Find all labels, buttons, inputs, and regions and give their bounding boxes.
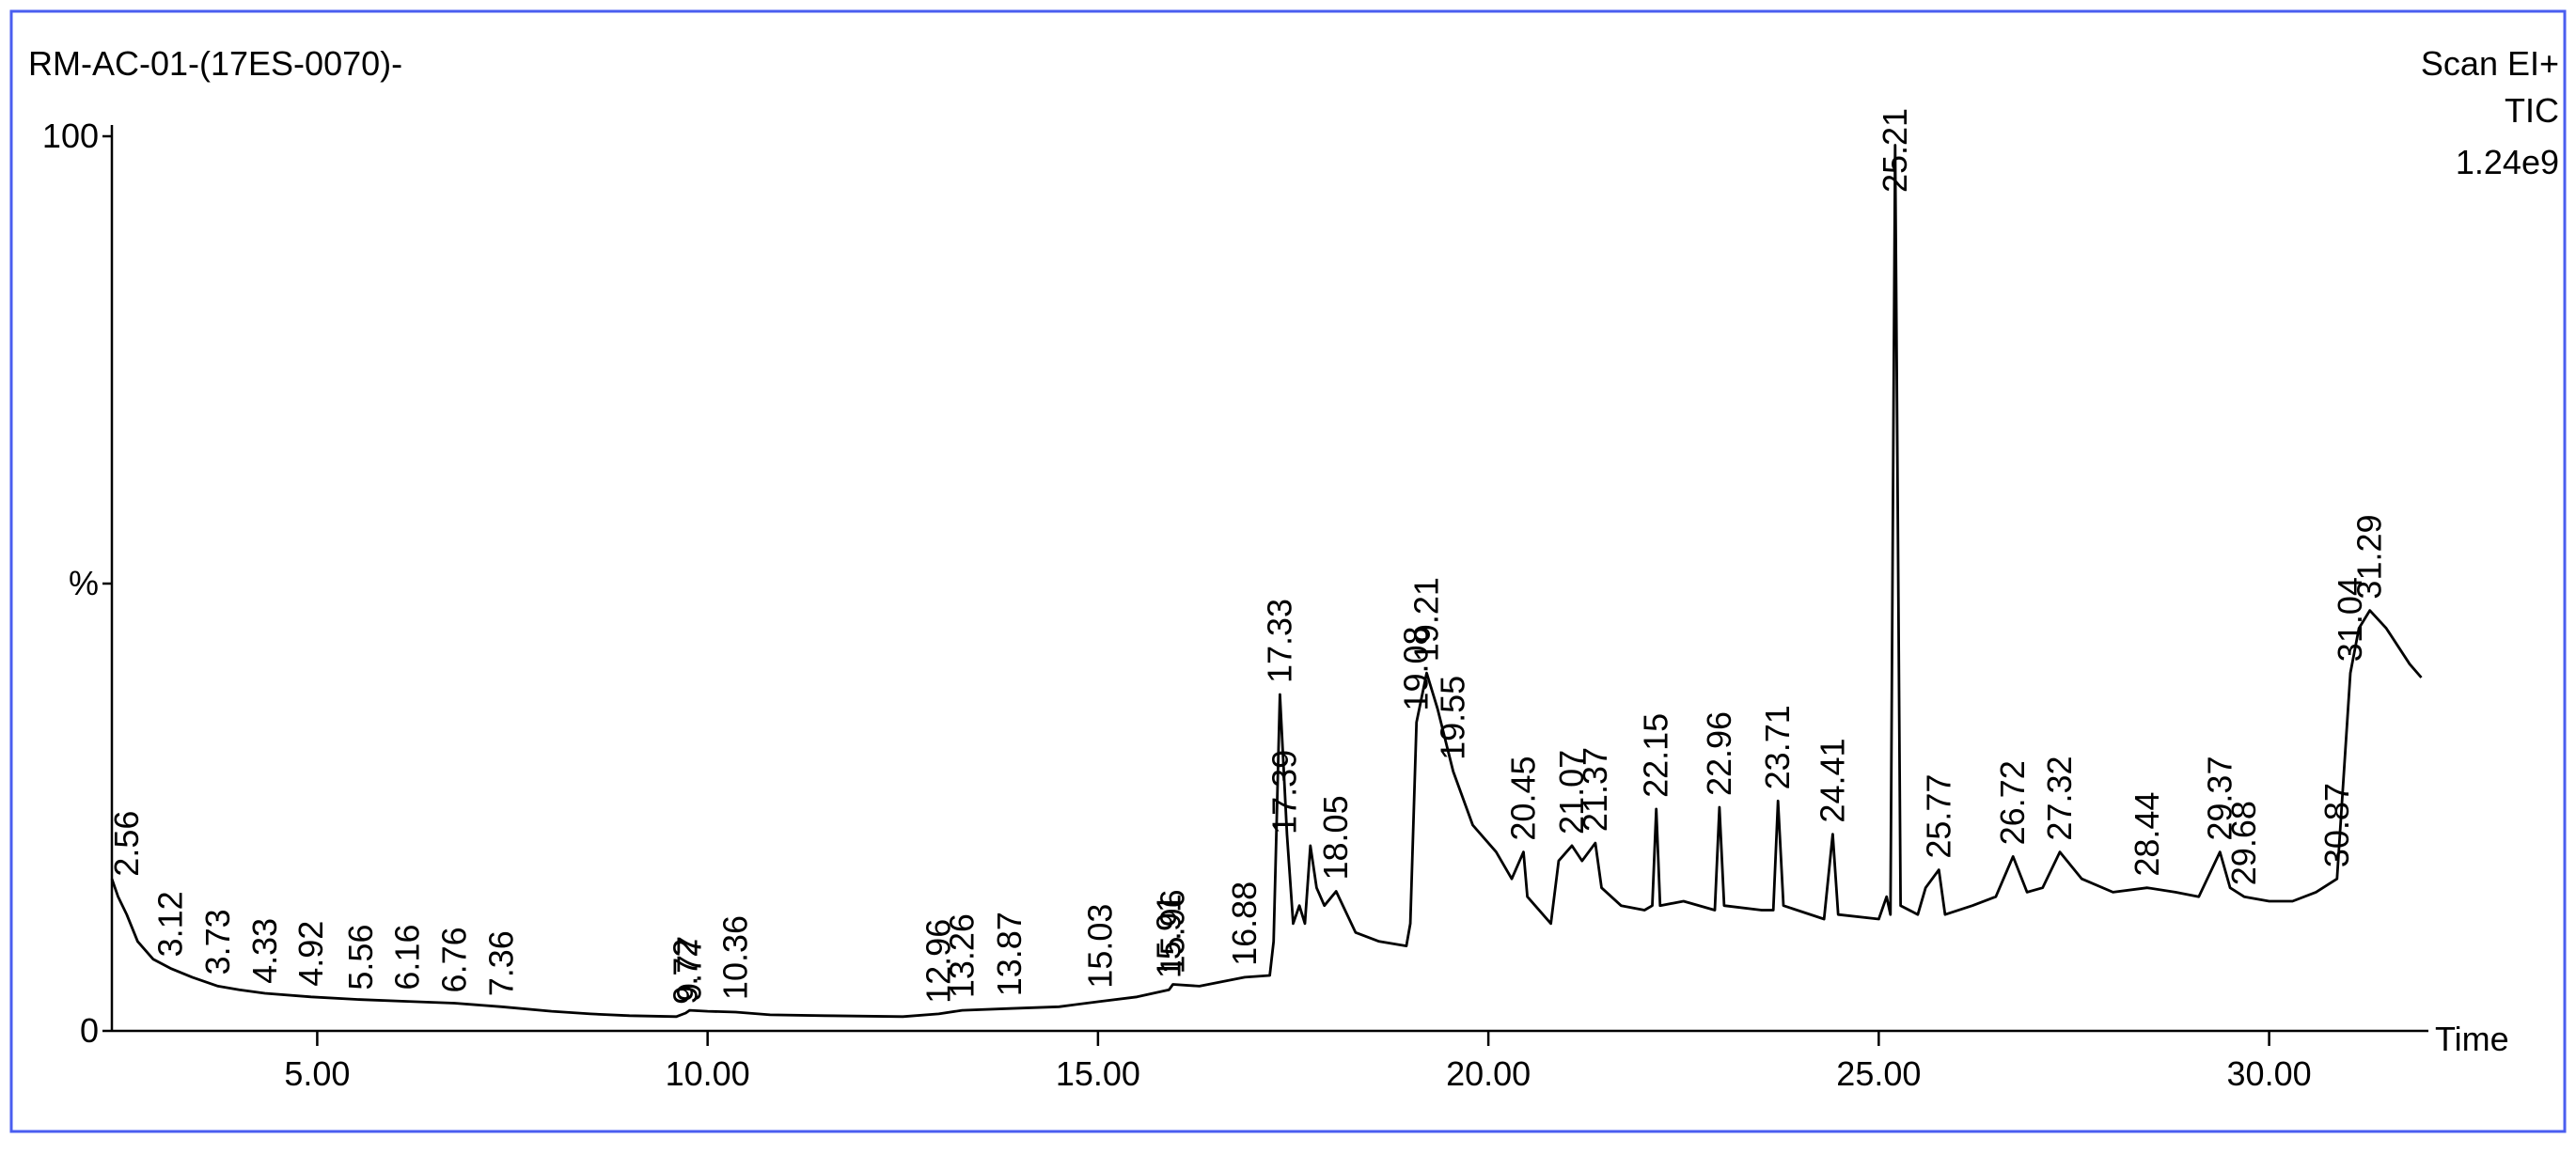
peak-label: 6.76 [435,927,474,992]
peak-label: 4.33 [245,918,284,984]
peak-label: 31.04 [2331,577,2369,662]
peak-label: 24.41 [1813,738,1851,822]
peak-label: 29.37 [2200,756,2238,841]
peak-label: 3.73 [198,909,237,975]
y-tick-label: 100 [42,117,99,155]
peak-label: 25.21 [1876,108,1914,193]
x-tick-label: 15.00 [1056,1054,1140,1093]
peak-label: 19.08 [1397,626,1436,710]
peak-label: 7.36 [481,930,520,996]
peak-label: 13.87 [990,912,1029,996]
peak-label: 28.44 [2128,792,2166,877]
peak-label: 4.92 [291,921,330,987]
peak-label: 3.12 [150,891,189,957]
peak-label: 30.87 [2317,783,2356,867]
frame [9,9,2567,1133]
peak-label: 27.32 [2040,756,2079,841]
peak-label: 17.33 [1260,599,1298,683]
peak-label: 26.72 [1993,760,2032,845]
x-axis-label: Time [2435,1020,2509,1058]
peak-label: 5.56 [341,925,380,990]
peak-label: 22.96 [1700,711,1738,796]
trace-type: TIC [2505,91,2559,130]
y-tick-label: % [69,564,99,602]
peak-label: 19.55 [1434,676,1472,760]
peak-label: 17.39 [1264,750,1303,834]
y-tick-label: 0 [80,1011,99,1050]
x-tick-label: 25.00 [1836,1054,1921,1093]
scan-mode: Scan EI+ [2421,44,2559,83]
max-intensity: 1.24e9 [2456,143,2559,181]
peak-label: 18.05 [1316,795,1355,880]
peak-label: 23.71 [1758,705,1797,789]
peak-label: 20.45 [1503,756,1542,841]
peak-label: 21.07 [1552,750,1591,834]
peak-label: 15.03 [1080,904,1119,989]
x-tick-label: 10.00 [666,1054,750,1093]
trace-line [110,144,2423,1019]
peak-label: 9.77 [670,936,709,1002]
peak-label: 21.37 [1576,747,1614,832]
peak-label: 25.77 [1919,774,1957,859]
peak-label: 16.88 [1225,881,1264,966]
peak-label: 29.68 [2224,801,2263,885]
peak-label: 15.91 [1149,894,1187,978]
peak-label: 31.29 [2350,514,2389,599]
peak-label: 12.96 [919,919,957,1004]
peak-label: 13.26 [942,913,981,998]
peak-label: 19.21 [1407,577,1446,662]
x-tick-label: 20.00 [1446,1054,1531,1093]
peak-label: 2.56 [107,811,146,877]
peak-label: 10.36 [716,915,755,1000]
peak-label: 6.16 [388,925,427,990]
chart-title: RM-AC-01-(17ES-0070)- [28,44,402,83]
peak-label: 15.96 [1154,889,1192,974]
x-tick-label: 30.00 [2227,1054,2312,1093]
x-tick-label: 5.00 [284,1054,350,1093]
peak-label: 9.72 [666,939,704,1005]
peak-label: 22.15 [1637,713,1675,798]
